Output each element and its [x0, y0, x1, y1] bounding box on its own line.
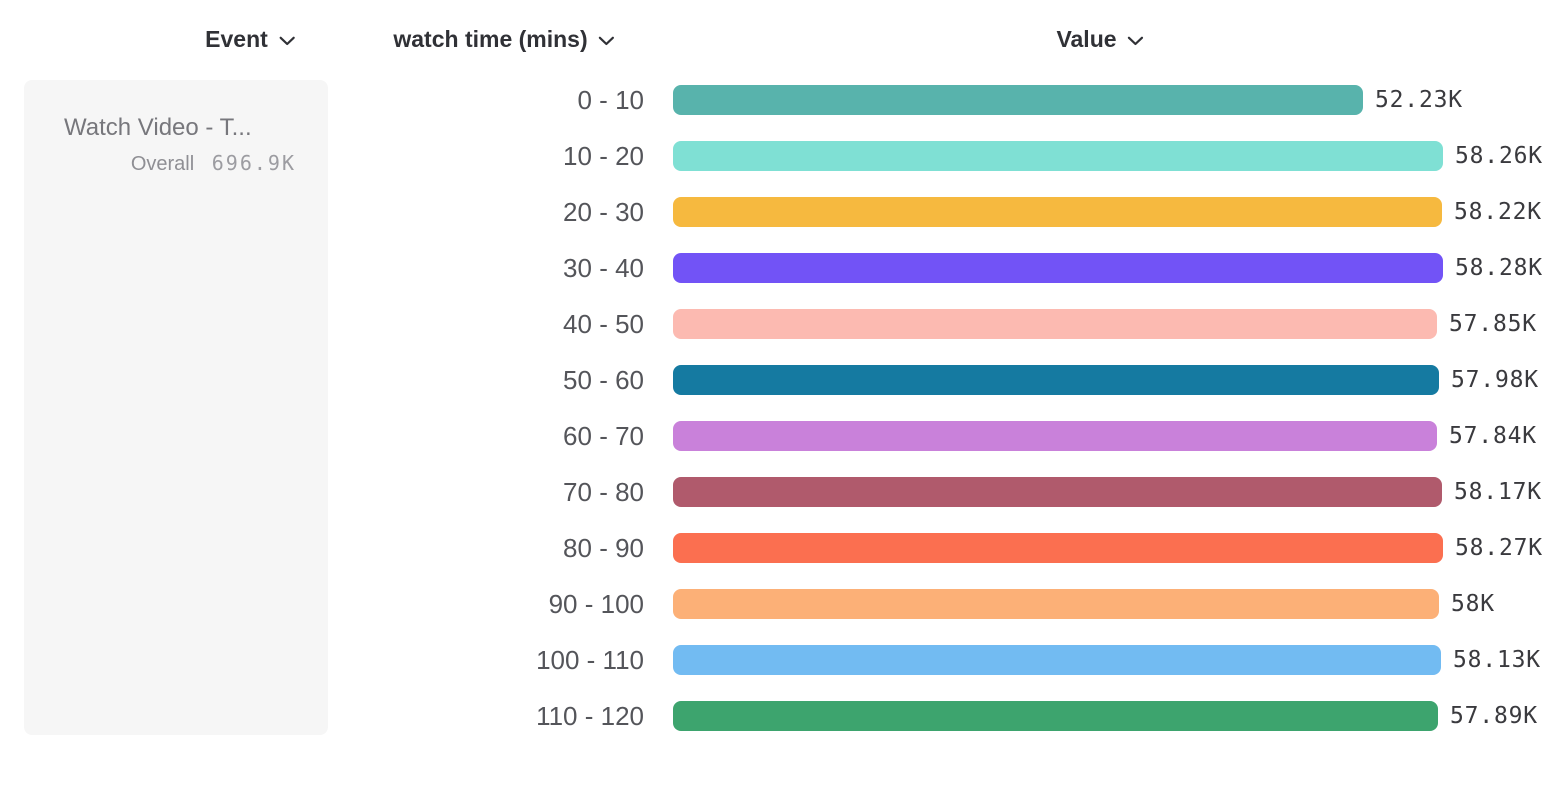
- chart-row: 40 - 50 57.85K: [350, 296, 1568, 352]
- bucket-label: 60 - 70: [563, 420, 644, 451]
- bucket-label: 80 - 90: [563, 532, 644, 563]
- bar-value-label: 52.23K: [1375, 87, 1463, 113]
- chart-row: 110 - 120 57.89K: [350, 688, 1568, 744]
- bar-value-label: 58.17K: [1454, 479, 1542, 505]
- bar[interactable]: [673, 365, 1439, 395]
- chevron-down-icon: [279, 33, 295, 46]
- bar[interactable]: [673, 701, 1438, 731]
- bar-value-label: 58.26K: [1455, 143, 1543, 169]
- bar-chart: 0 - 10 52.23K 10 - 20 58.26K 20 - 30 58.22K 30…: [350, 72, 1568, 744]
- bar-value-label: 57.85K: [1449, 311, 1537, 337]
- bar[interactable]: [673, 85, 1363, 115]
- chevron-down-icon: [1127, 33, 1144, 46]
- bar[interactable]: [673, 253, 1443, 283]
- bucket-label: 100 - 110: [536, 644, 644, 675]
- chart-row: 50 - 60 57.98K: [350, 352, 1568, 408]
- chart-row: 100 - 110 58.13K: [350, 632, 1568, 688]
- event-title: Watch Video - T...: [64, 114, 252, 141]
- bar-value-label: 58.22K: [1454, 199, 1542, 225]
- bucket-label: 0 - 10: [577, 84, 645, 115]
- bar-value-label: 57.89K: [1450, 703, 1538, 729]
- bar-value-label: 57.84K: [1449, 423, 1537, 449]
- watch-time-column-label: watch time (mins): [393, 26, 588, 52]
- overall-value: 696.9K: [211, 151, 296, 175]
- event-card[interactable]: Watch Video - T... Overall 696.9K: [24, 80, 328, 735]
- bucket-label: 50 - 60: [563, 364, 644, 395]
- bar-value-label: 58.27K: [1455, 535, 1543, 561]
- bar-value-label: 58K: [1451, 591, 1495, 617]
- bar[interactable]: [673, 309, 1437, 339]
- bar[interactable]: [673, 645, 1441, 675]
- chart-row: 0 - 10 52.23K: [350, 72, 1568, 128]
- bar[interactable]: [673, 197, 1442, 227]
- bar[interactable]: [673, 533, 1443, 563]
- chart-row: 10 - 20 58.26K: [350, 128, 1568, 184]
- bucket-label: 20 - 30: [563, 196, 644, 227]
- overall-label: Overall: [130, 153, 195, 175]
- bucket-label: 70 - 80: [563, 476, 644, 507]
- chart-row: 20 - 30 58.22K: [350, 184, 1568, 240]
- bar-value-label: 58.13K: [1453, 647, 1541, 673]
- bucket-label: 110 - 120: [536, 700, 644, 731]
- bucket-label: 10 - 20: [563, 140, 644, 171]
- value-column-dropdown[interactable]: Value: [1056, 26, 1144, 53]
- bar[interactable]: [673, 477, 1442, 507]
- chart-row: 30 - 40 58.28K: [350, 240, 1568, 296]
- bar[interactable]: [673, 589, 1439, 619]
- chart-row: 70 - 80 58.17K: [350, 464, 1568, 520]
- bucket-label: 30 - 40: [563, 252, 644, 283]
- event-column-label: Event: [205, 26, 268, 52]
- bar-value-label: 58.28K: [1455, 255, 1543, 281]
- event-overall-row: Overall 696.9K: [64, 151, 296, 176]
- chevron-down-icon: [599, 33, 615, 46]
- value-column-label: Value: [1056, 26, 1117, 52]
- bar[interactable]: [673, 141, 1443, 171]
- event-column-dropdown[interactable]: Event: [205, 26, 295, 53]
- chart-row: 90 - 100 58K: [350, 576, 1568, 632]
- bar-value-label: 57.98K: [1451, 367, 1539, 393]
- bar[interactable]: [673, 421, 1437, 451]
- watch-time-column-dropdown[interactable]: watch time (mins): [393, 26, 615, 53]
- chart-row: 60 - 70 57.84K: [350, 408, 1568, 464]
- chart-row: 80 - 90 58.27K: [350, 520, 1568, 576]
- bucket-label: 40 - 50: [563, 308, 644, 339]
- bucket-label: 90 - 100: [548, 588, 644, 619]
